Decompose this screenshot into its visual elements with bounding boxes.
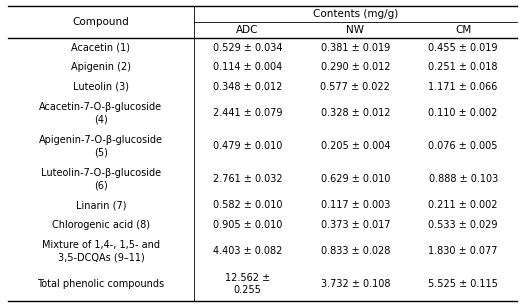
Text: 0.455 ± 0.019: 0.455 ± 0.019 xyxy=(428,43,498,53)
Text: 2.761 ± 0.032: 2.761 ± 0.032 xyxy=(213,174,282,184)
Text: 5.525 ± 0.115: 5.525 ± 0.115 xyxy=(428,279,498,289)
Text: 0.582 ± 0.010: 0.582 ± 0.010 xyxy=(213,200,282,210)
Text: 1.830 ± 0.077: 1.830 ± 0.077 xyxy=(428,246,498,256)
Text: 0.373 ± 0.017: 0.373 ± 0.017 xyxy=(321,220,390,230)
Text: 4.403 ± 0.082: 4.403 ± 0.082 xyxy=(213,246,282,256)
Text: CM: CM xyxy=(455,25,471,35)
Text: 0.290 ± 0.012: 0.290 ± 0.012 xyxy=(321,62,390,72)
Text: Contents (mg/g): Contents (mg/g) xyxy=(313,9,398,19)
Text: Acacetin (1): Acacetin (1) xyxy=(71,43,130,53)
Text: 0.888 ± 0.103: 0.888 ± 0.103 xyxy=(428,174,498,184)
Text: Apigenin-7-O-β-glucoside
(5): Apigenin-7-O-β-glucoside (5) xyxy=(39,135,163,157)
Text: Chlorogenic acid (8): Chlorogenic acid (8) xyxy=(52,220,150,230)
Text: 3.732 ± 0.108: 3.732 ± 0.108 xyxy=(321,279,390,289)
Text: Luteolin-7-O-β-glucoside
(6): Luteolin-7-O-β-glucoside (6) xyxy=(41,168,161,190)
Text: 0.110 ± 0.002: 0.110 ± 0.002 xyxy=(428,108,498,118)
Text: 0.348 ± 0.012: 0.348 ± 0.012 xyxy=(213,82,282,92)
Text: Compound: Compound xyxy=(72,17,129,27)
Text: 2.441 ± 0.079: 2.441 ± 0.079 xyxy=(213,108,282,118)
Text: 12.562 ±
0.255: 12.562 ± 0.255 xyxy=(225,273,270,295)
Text: 0.076 ± 0.005: 0.076 ± 0.005 xyxy=(428,141,498,151)
Text: 0.629 ± 0.010: 0.629 ± 0.010 xyxy=(321,174,390,184)
Text: 0.251 ± 0.018: 0.251 ± 0.018 xyxy=(428,62,498,72)
Text: 0.479 ± 0.010: 0.479 ± 0.010 xyxy=(213,141,282,151)
Text: Total phenolic compounds: Total phenolic compounds xyxy=(37,279,164,289)
Text: Apigenin (2): Apigenin (2) xyxy=(71,62,131,72)
Text: 0.117 ± 0.003: 0.117 ± 0.003 xyxy=(321,200,390,210)
Text: 0.381 ± 0.019: 0.381 ± 0.019 xyxy=(321,43,390,53)
Text: 0.577 ± 0.022: 0.577 ± 0.022 xyxy=(320,82,390,92)
Text: 0.114 ± 0.004: 0.114 ± 0.004 xyxy=(213,62,282,72)
Text: Luteolin (3): Luteolin (3) xyxy=(73,82,129,92)
Text: Acacetin-7-O-β-glucoside
(4): Acacetin-7-O-β-glucoside (4) xyxy=(39,102,162,124)
Text: ADC: ADC xyxy=(236,25,259,35)
Text: 0.205 ± 0.004: 0.205 ± 0.004 xyxy=(321,141,390,151)
Text: 1.171 ± 0.066: 1.171 ± 0.066 xyxy=(428,82,498,92)
Text: 0.905 ± 0.010: 0.905 ± 0.010 xyxy=(213,220,282,230)
Text: NW: NW xyxy=(346,25,364,35)
Text: 0.328 ± 0.012: 0.328 ± 0.012 xyxy=(321,108,390,118)
Text: 0.211 ± 0.002: 0.211 ± 0.002 xyxy=(428,200,498,210)
Text: Mixture of 1,4-, 1,5- and
3,5-DCQAs (9–11): Mixture of 1,4-, 1,5- and 3,5-DCQAs (9–1… xyxy=(42,240,160,262)
Text: Linarin (7): Linarin (7) xyxy=(76,200,126,210)
Text: 0.833 ± 0.028: 0.833 ± 0.028 xyxy=(321,246,390,256)
Text: 0.533 ± 0.029: 0.533 ± 0.029 xyxy=(428,220,498,230)
Text: 0.529 ± 0.034: 0.529 ± 0.034 xyxy=(213,43,282,53)
